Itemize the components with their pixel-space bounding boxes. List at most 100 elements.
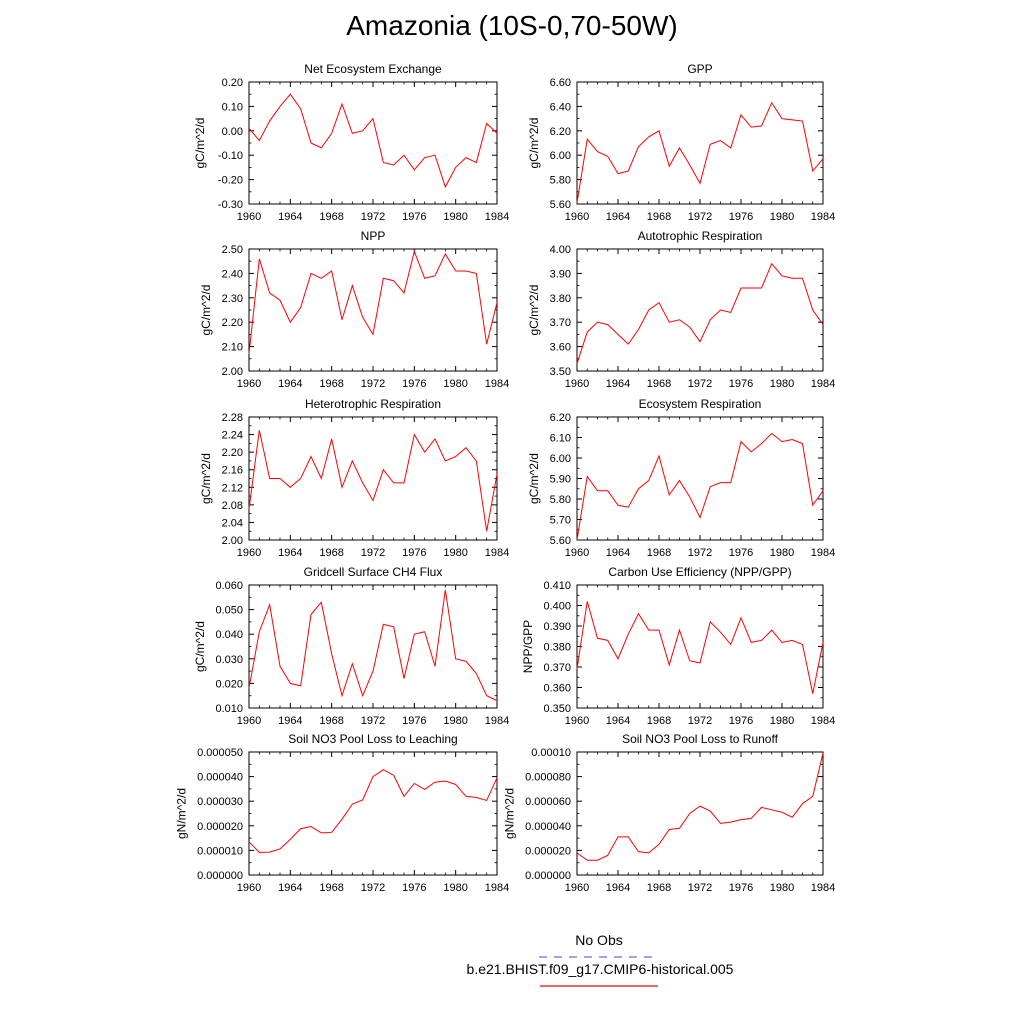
plot-frame: [248, 248, 498, 372]
y-tick-label: 6.00: [550, 150, 571, 162]
y-tick-label: 5.60: [550, 535, 571, 547]
y-tick-label: 0.000010: [197, 845, 243, 857]
figure-title: Amazonia (10S-0,70-50W): [346, 10, 678, 41]
y-tick-label: 0.020: [215, 678, 243, 690]
x-tick-label: 1960: [237, 211, 261, 223]
x-tick-label: 1984: [811, 547, 835, 559]
x-tick-label: 1972: [361, 547, 385, 559]
x-tick-label: 1964: [278, 715, 302, 727]
plot-frame: [576, 751, 824, 876]
x-tick-label: 1984: [811, 882, 835, 894]
x-tick-label: 1976: [729, 882, 753, 894]
y-tick-label: 0.000020: [197, 821, 243, 833]
y-tick-label: 0.20: [222, 77, 243, 89]
x-tick-label: 1964: [278, 211, 302, 223]
x-tick-label: 1968: [647, 211, 671, 223]
x-tick-label: 1976: [402, 715, 426, 727]
y-tick-label: 0.030: [215, 654, 243, 666]
y-tick-label: 0.410: [543, 580, 571, 592]
x-tick-label: 1984: [485, 378, 509, 390]
x-tick-label: 1960: [565, 882, 589, 894]
x-tick-label: 1980: [770, 378, 794, 390]
series-line: [248, 93, 498, 189]
x-tick-label: 1972: [688, 211, 712, 223]
series-line: [576, 262, 824, 364]
y-tick-label: 0.050: [215, 605, 243, 617]
x-tick-label: 1972: [361, 378, 385, 390]
y-tick-label: 6.20: [550, 412, 571, 424]
panel-title: Soil NO3 Pool Loss to Leaching: [288, 732, 457, 746]
x-tick-label: 1972: [688, 547, 712, 559]
x-tick-label: 1960: [237, 378, 261, 390]
y-tick-label: 3.60: [550, 342, 571, 354]
y-tick-label: 0.040: [215, 629, 243, 641]
legend-obs-label: No Obs: [575, 932, 623, 948]
x-tick-label: 1968: [319, 882, 343, 894]
y-tick-label: 0.10: [222, 101, 243, 113]
y-tick-label: 3.70: [550, 317, 571, 329]
series-line: [576, 432, 824, 541]
y-tick-label: 0.010: [215, 703, 243, 715]
y-tick-label: 3.90: [550, 268, 571, 280]
y-tick-label: 0.000030: [197, 796, 243, 808]
x-tick-label: 1976: [729, 547, 753, 559]
x-tick-label: 1980: [443, 882, 467, 894]
y-tick-label: 2.30: [222, 293, 243, 305]
y-tick-label: 2.00: [222, 366, 243, 378]
y-tick-label: 6.40: [550, 101, 571, 113]
y-tick-label: 6.00: [550, 453, 571, 465]
x-tick-label: 1964: [278, 378, 302, 390]
x-tick-label: 1964: [606, 547, 630, 559]
x-tick-label: 1984: [485, 882, 509, 894]
panel-6: Ecosystem Respiration 1960 1964 1968 1972 197…: [527, 397, 835, 559]
y-tick-label: 0.380: [543, 642, 571, 654]
y-tick-label: 2.20: [222, 317, 243, 329]
x-tick-label: 1968: [647, 715, 671, 727]
series-line: [248, 430, 498, 532]
series-line: [576, 753, 824, 861]
panel-4: Autotrophic Respiration 1960 1964 1968 1972 1…: [527, 229, 835, 390]
panel-1: Net Ecosystem Exchange 1960 1964 1968 1972 19…: [193, 62, 509, 223]
y-tick-label: 0.00010: [531, 747, 571, 759]
x-tick-label: 1976: [402, 547, 426, 559]
y-tick-label: 2.10: [222, 342, 243, 354]
y-tick-label: 0.000040: [197, 772, 243, 784]
x-tick-label: 1972: [361, 882, 385, 894]
y-tick-label: 6.20: [550, 126, 571, 138]
panel-2: GPP 1960 1964 1968 1972 1976 1980 1984 5.60 5.80 6…: [527, 62, 835, 223]
legend-obs-line: [539, 956, 659, 958]
x-tick-label: 1964: [278, 882, 302, 894]
x-tick-label: 1960: [565, 715, 589, 727]
panel-3: NPP 1960 1964 1968 1972 1976 1980 1984 2.00 2.10 2…: [199, 229, 509, 390]
panel-5: Heterotrophic Respiration 1960 1964 1968 197…: [199, 397, 509, 559]
x-tick-label: 1980: [443, 378, 467, 390]
y-tick-label: 0.360: [543, 683, 571, 695]
y-tick-label: 2.20: [222, 447, 243, 459]
legend-run-line: [540, 985, 658, 987]
y-axis-label: gN/m^2/d: [502, 788, 516, 839]
y-tick-label: 0.000050: [197, 747, 243, 759]
plot-frame: [576, 248, 824, 372]
x-tick-label: 1960: [237, 715, 261, 727]
y-axis-label: NPP/GPP: [521, 620, 535, 673]
x-tick-label: 1960: [565, 547, 589, 559]
x-tick-label: 1984: [811, 715, 835, 727]
y-tick-label: 5.90: [550, 474, 571, 486]
y-tick-label: 2.00: [222, 535, 243, 547]
panel-title: NPP: [361, 229, 386, 243]
y-tick-label: 2.50: [222, 244, 243, 256]
x-tick-label: 1972: [688, 882, 712, 894]
y-tick-label: -0.10: [218, 150, 243, 162]
y-tick-label: 5.80: [550, 494, 571, 506]
plot-frame: [576, 584, 824, 709]
y-tick-label: 2.16: [222, 465, 243, 477]
x-tick-label: 1964: [606, 378, 630, 390]
x-tick-label: 1976: [729, 715, 753, 727]
y-tick-label: 2.04: [222, 517, 243, 529]
series-line: [576, 601, 824, 694]
y-tick-label: 0.000000: [197, 870, 243, 882]
panel-title: Autotrophic Respiration: [638, 229, 763, 243]
x-tick-label: 1972: [688, 378, 712, 390]
panel-title: Ecosystem Respiration: [639, 397, 762, 411]
